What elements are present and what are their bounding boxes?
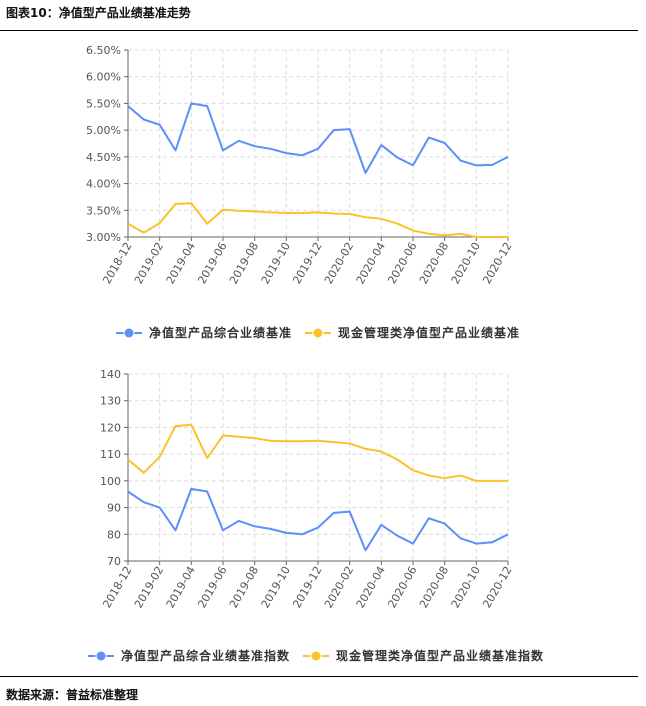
x-tick-label: 2020-12 [480,564,514,610]
legend-label-2[interactable]: 现金管理类净值型产品业绩基准指数 [336,648,544,663]
x-tick-label: 2020-02 [322,240,356,286]
top-divider [0,30,638,31]
x-tick-label: 2020-02 [322,564,356,610]
y-tick-label: 100 [100,475,121,488]
series-line-1 [127,102,509,174]
legend-marker-1[interactable] [95,650,107,662]
benchmark-index-chart: 7080901001101201301402018-122019-022019-… [88,370,544,663]
y-tick-label: 3.00% [86,231,121,244]
x-tick-label: 2018-12 [100,564,134,610]
x-tick-label: 2020-04 [354,564,388,610]
legend-label-1[interactable]: 净值型产品综合业绩基准指数 [121,648,290,663]
x-tick-label: 2019-12 [290,564,324,610]
series-line-2 [127,423,508,482]
x-tick-label: 2019-06 [195,240,229,286]
x-tick-label: 2019-02 [132,240,166,286]
x-tick-label: 2020-08 [417,240,451,286]
x-tick-label: 2019-12 [290,240,324,286]
x-tick-label: 2020-06 [385,240,419,286]
x-tick-label: 2019-04 [164,564,198,610]
y-tick-label: 90 [107,502,121,515]
series-line-1 [127,487,509,552]
y-tick-label: 140 [100,370,121,381]
x-tick-label: 2019-10 [259,240,293,286]
x-tick-label: 2018-12 [100,240,134,286]
source-note: 数据来源：普益标准整理 [6,688,139,702]
legend-marker-1[interactable] [123,327,135,339]
x-tick-label: 2020-10 [449,240,483,286]
y-tick-label: 80 [107,528,121,541]
x-tick-label: 2020-04 [354,240,388,286]
x-tick-label: 2020-06 [385,564,419,610]
x-tick-label: 2019-02 [132,564,166,610]
legend-marker-2[interactable] [310,650,322,662]
y-tick-label: 70 [107,555,121,568]
y-tick-label: 6.50% [86,44,121,57]
x-tick-label: 2020-12 [480,240,514,286]
y-tick-label: 5.00% [86,124,121,137]
x-tick-label: 2020-08 [417,564,451,610]
series-line-2 [127,202,508,238]
y-tick-label: 6.00% [86,71,121,84]
y-tick-label: 120 [100,421,121,434]
x-tick-label: 2019-08 [227,240,261,286]
bottom-divider [0,676,638,677]
legend-marker-2[interactable] [312,327,324,339]
x-tick-label: 2019-04 [164,240,198,286]
x-tick-label: 2020-10 [449,564,483,610]
legend-label-2[interactable]: 现金管理类净值型产品业绩基准 [338,325,520,340]
x-tick-label: 2019-08 [227,564,261,610]
x-tick-label: 2019-06 [195,564,229,610]
y-tick-label: 4.50% [86,151,121,164]
legend-label-1[interactable]: 净值型产品综合业绩基准 [149,325,292,340]
benchmark-rate-chart: 3.00% 3.50% 4.00% 4.50% 5.00% 5.50% 6.00% 6.50%… [86,44,520,340]
y-tick-label: 4.00% [86,178,121,191]
x-tick-label: 2019-10 [259,564,293,610]
y-tick-label: 110 [100,448,121,461]
y-tick-label: 5.50% [86,97,121,110]
y-tick-label: 130 [100,395,121,408]
y-tick-label: 3.50% [86,204,121,217]
figure-title: 图表10：净值型产品业绩基准走势 [6,6,191,20]
